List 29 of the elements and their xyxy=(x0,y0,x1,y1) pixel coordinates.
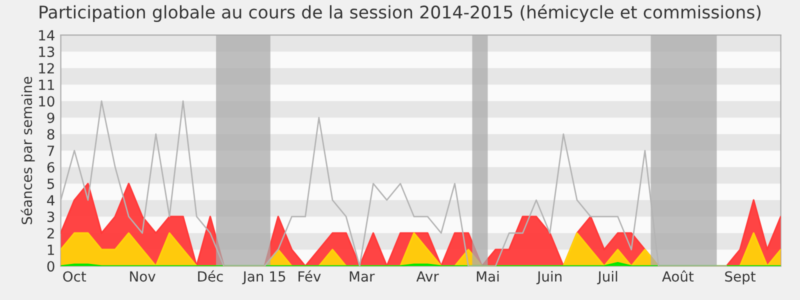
x-tick-label: Juil xyxy=(597,270,618,284)
x-tick-label: Sept xyxy=(725,271,756,284)
y-tick-label: 14 xyxy=(39,30,54,40)
x-tick-label: Déc xyxy=(198,270,223,282)
y-tick-label: 2 xyxy=(47,228,54,238)
x-tick-label: Mar xyxy=(350,271,375,282)
y-tick-label: 3 xyxy=(47,212,54,222)
x-tick-label: Nov xyxy=(130,271,156,282)
y-tick-label: 1 xyxy=(48,244,54,255)
x-tick-label: Juin xyxy=(536,270,562,284)
y-tick-label: 0 xyxy=(47,261,54,272)
y-tick-label: 6 xyxy=(47,162,54,173)
y-tick-label: 12 xyxy=(39,63,54,74)
y-tick-label: 10 xyxy=(39,96,54,107)
y-tick-label: 8 xyxy=(47,129,54,140)
x-tick-label: Avr xyxy=(416,271,439,282)
y-tick-label: 7 xyxy=(48,146,54,156)
y-tick-label: 9 xyxy=(47,112,54,124)
y-axis-title: Séances par semaine xyxy=(20,76,35,224)
x-tick-label: Août xyxy=(662,270,694,282)
y-tick-label: 4 xyxy=(47,195,54,206)
x-tick-label: Oct xyxy=(63,271,86,282)
chart-title: Participation globale au cours de la session 2014-2015 (hémicycle et commissions) xyxy=(40,4,760,22)
y-tick-label: 11 xyxy=(39,80,54,90)
y-tick-label: 5 xyxy=(47,178,54,190)
x-tick-label: Jan 15 xyxy=(242,271,286,284)
y-tick-label: 13 xyxy=(39,46,54,58)
x-tick-label: Mai xyxy=(476,270,499,282)
x-tick-label: Fév xyxy=(298,270,321,282)
